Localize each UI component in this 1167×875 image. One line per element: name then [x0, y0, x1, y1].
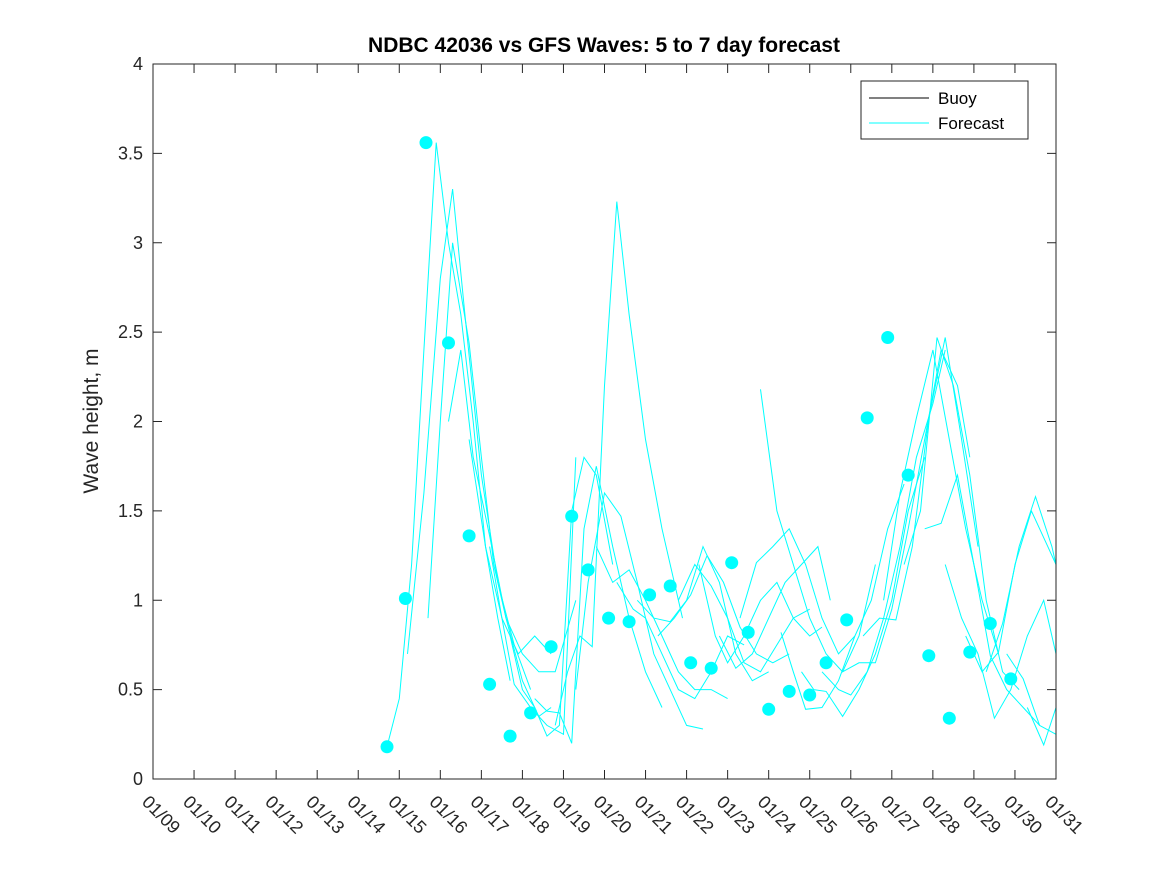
forecast-line-27 [924, 473, 1040, 726]
forecast-line-28 [944, 564, 1057, 720]
forecast-marker-1 [380, 740, 394, 754]
marker-layer [380, 136, 1018, 754]
forecast-marker-26 [881, 331, 895, 344]
y-tick-label-5: 2.5 [118, 322, 143, 342]
forecast-marker-17 [704, 661, 718, 675]
forecast-marker-15 [663, 579, 677, 593]
forecast-marker-32 [1004, 672, 1018, 686]
forecast-marker-5 [462, 529, 476, 543]
tick-layer [152, 63, 1057, 780]
forecast-marker-10 [565, 509, 579, 523]
forecast-marker-2 [398, 592, 412, 605]
forecast-marker-31 [983, 617, 997, 630]
forecast-line-1 [386, 142, 511, 747]
forecast-line-31 [1006, 653, 1057, 735]
forecast-line-25 [883, 349, 999, 655]
forecast-marker-18 [725, 556, 739, 570]
y-axis-label: Wave height, m [80, 348, 103, 493]
forecast-marker-29 [942, 711, 956, 725]
forecast-line-3 [427, 242, 552, 718]
legend: Buoy Forecast [860, 80, 1029, 140]
series-layer [386, 142, 1057, 747]
forecast-line-18 [739, 527, 856, 655]
forecast-line-7 [509, 456, 614, 737]
forecast-marker-8 [524, 706, 538, 720]
legend-buoy-label: Buoy [938, 89, 977, 108]
forecast-marker-3 [419, 136, 433, 150]
forecast-marker-16 [684, 656, 698, 670]
forecast-line-20 [780, 483, 905, 710]
plot-area [153, 64, 1056, 779]
forecast-line-23 [842, 348, 971, 673]
forecast-line-30 [985, 494, 1057, 672]
forecast-marker-25 [860, 411, 874, 425]
y-tick-labels: 0 0.5 1 1.5 2 2.5 3 3.5 4 [118, 54, 143, 789]
forecast-marker-19 [741, 625, 755, 639]
forecast-line-17 [718, 545, 831, 669]
y-tick-label-3: 1.5 [118, 501, 143, 521]
forecast-line-13 [636, 545, 769, 682]
y-tick-label-1: 0.5 [118, 680, 143, 700]
forecast-marker-14 [643, 588, 657, 602]
forecast-line-8 [534, 466, 663, 744]
forecast-marker-27 [901, 468, 915, 482]
forecast-marker-12 [602, 611, 616, 625]
forecast-marker-23 [819, 656, 833, 670]
forecast-marker-20 [762, 702, 776, 716]
forecast-line-21 [801, 457, 926, 718]
forecast-marker-4 [442, 336, 455, 350]
forecast-line-26 [903, 337, 1020, 690]
forecast-line-32 [1026, 707, 1057, 747]
forecast-marker-13 [622, 615, 636, 629]
chart-title: NDBC 42036 vs GFS Waves: 5 to 7 day fore… [368, 34, 840, 57]
forecast-marker-21 [782, 684, 796, 698]
forecast-line-11 [595, 546, 728, 700]
forecast-line-9 [554, 201, 683, 726]
forecast-marker-24 [840, 613, 854, 627]
forecast-marker-11 [581, 563, 595, 577]
forecast-line-10 [575, 491, 704, 730]
y-tick-label-6: 3 [133, 233, 143, 253]
y-tick-label-0: 0 [133, 769, 143, 789]
legend-forecast-label: Forecast [938, 114, 1004, 133]
forecast-line-5 [468, 439, 552, 655]
forecast-marker-7 [503, 729, 517, 743]
y-tick-label-4: 2 [133, 412, 143, 432]
forecast-line-12 [616, 582, 745, 700]
forecast-marker-9 [544, 640, 558, 654]
forecast-marker-22 [803, 688, 817, 702]
forecast-line-24 [862, 337, 979, 637]
y-tick-label-2: 1 [133, 590, 143, 610]
forecast-line-19 [760, 389, 876, 673]
forecast-marker-6 [483, 677, 497, 691]
forecast-line-16 [698, 564, 823, 664]
forecast-line-4 [448, 349, 577, 673]
legend-box [860, 80, 1029, 140]
y-tick-label-7: 3.5 [118, 143, 143, 163]
y-tick-label-8: 4 [133, 54, 143, 74]
forecast-marker-30 [963, 645, 977, 659]
forecast-marker-28 [922, 649, 936, 663]
